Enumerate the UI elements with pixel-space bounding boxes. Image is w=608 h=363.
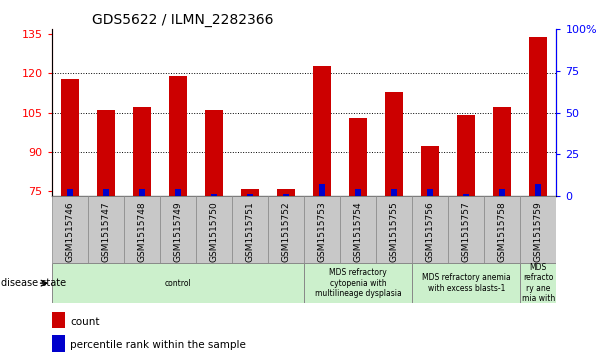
Bar [277,189,295,196]
Bar [232,196,268,263]
Bar [52,335,66,352]
Bar [268,196,304,263]
Bar [493,107,511,196]
Bar [530,37,547,196]
Text: GSM1515753: GSM1515753 [317,201,326,262]
Bar [124,196,160,263]
Text: percentile rank within the sample: percentile rank within the sample [70,340,246,350]
Text: GSM1515754: GSM1515754 [354,201,362,262]
Bar [97,110,115,196]
Bar [520,263,556,303]
Text: MDS
refracto
ry ane
mia with: MDS refracto ry ane mia with [522,263,555,303]
Text: GSM1515752: GSM1515752 [282,201,291,262]
Bar [391,189,397,196]
Bar [241,189,259,196]
Bar [484,196,520,263]
Text: GSM1515746: GSM1515746 [65,201,74,262]
Text: MDS refractory
cytopenia with
multilineage dysplasia: MDS refractory cytopenia with multilinea… [315,268,401,298]
Bar [174,189,181,196]
Bar [283,194,289,196]
Bar [349,118,367,196]
Bar [457,115,475,196]
Text: GSM1515750: GSM1515750 [209,201,218,262]
Text: GSM1515758: GSM1515758 [498,201,506,262]
Text: GSM1515756: GSM1515756 [426,201,435,262]
Text: control: control [165,279,191,287]
Text: count: count [70,317,100,327]
Text: GSM1515748: GSM1515748 [137,201,147,262]
Bar [412,196,448,263]
Text: GSM1515757: GSM1515757 [461,201,471,262]
Bar [103,189,109,196]
Bar [205,110,223,196]
Bar [427,189,434,196]
Bar [52,263,304,303]
Bar [61,79,78,196]
Bar [412,263,520,303]
Bar [66,189,73,196]
Bar [385,91,403,196]
Text: GDS5622 / ILMN_2282366: GDS5622 / ILMN_2282366 [92,13,274,26]
Bar [313,66,331,196]
Bar [535,184,542,196]
Bar [304,263,412,303]
Text: GSM1515749: GSM1515749 [173,201,182,262]
Bar [520,196,556,263]
Bar [448,196,484,263]
Bar [499,189,505,196]
Text: GSM1515751: GSM1515751 [246,201,254,262]
Bar [88,196,124,263]
Bar [355,189,361,196]
Bar [340,196,376,263]
Text: GSM1515747: GSM1515747 [102,201,110,262]
Bar [196,196,232,263]
Bar [52,196,88,263]
Bar [211,194,217,196]
Text: GSM1515759: GSM1515759 [534,201,543,262]
Bar [463,194,469,196]
Text: disease state: disease state [1,278,66,288]
Bar [169,76,187,196]
Text: MDS refractory anemia
with excess blasts-1: MDS refractory anemia with excess blasts… [422,273,511,293]
Bar [139,189,145,196]
Bar [304,196,340,263]
Bar [160,196,196,263]
Bar [133,107,151,196]
Bar [376,196,412,263]
Bar [247,194,253,196]
Text: GSM1515755: GSM1515755 [390,201,399,262]
Bar [52,312,66,329]
Bar [319,184,325,196]
Bar [421,146,439,196]
